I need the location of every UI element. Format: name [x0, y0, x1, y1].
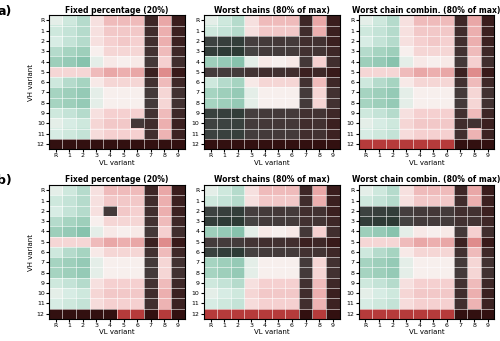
X-axis label: VL variant: VL variant [408, 329, 444, 336]
Title: Fixed percentage (20%): Fixed percentage (20%) [65, 5, 168, 15]
X-axis label: VL variant: VL variant [99, 160, 134, 166]
X-axis label: VL variant: VL variant [254, 160, 290, 166]
Title: Fixed percentage (20%): Fixed percentage (20%) [65, 175, 168, 184]
Y-axis label: VH variant: VH variant [28, 234, 34, 270]
Title: Worst chains (80% of max): Worst chains (80% of max) [214, 175, 330, 184]
X-axis label: VL variant: VL variant [408, 160, 444, 166]
Text: b): b) [0, 175, 12, 188]
Y-axis label: VH variant: VH variant [28, 64, 34, 101]
Text: a): a) [0, 5, 12, 18]
Title: Worst chain combin. (80% of max): Worst chain combin. (80% of max) [352, 175, 500, 184]
Title: Worst chains (80% of max): Worst chains (80% of max) [214, 5, 330, 15]
Title: Worst chain combin. (80% of max): Worst chain combin. (80% of max) [352, 5, 500, 15]
X-axis label: VL variant: VL variant [99, 329, 134, 336]
X-axis label: VL variant: VL variant [254, 329, 290, 336]
